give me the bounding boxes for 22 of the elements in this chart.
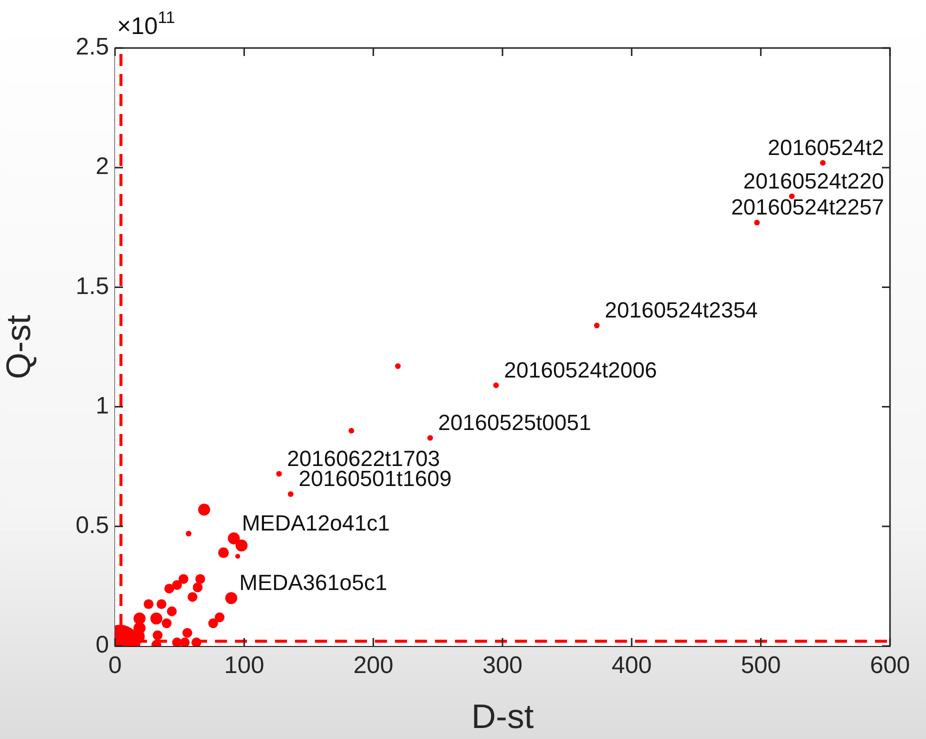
y-tick-label: 2.5 [76, 34, 109, 61]
annotation: 20160524t2 [768, 134, 884, 160]
y-tick-label: 0.5 [76, 512, 109, 540]
y-tick-label: 1.5 [76, 272, 109, 300]
y-axis-title: Q-st [0, 314, 38, 380]
y-tick-label: 2 [96, 153, 109, 180]
x-tick-label: 400 [612, 652, 652, 680]
x-tick-label: 200 [353, 652, 394, 680]
x-tick-label: 300 [482, 652, 523, 680]
x-axis-title: D-st [471, 698, 534, 736]
x-tick-label: 100 [224, 652, 264, 680]
x-tick-label: 500 [740, 652, 781, 680]
annotation: 20160524t220 [743, 168, 884, 194]
annotation: 20160524t2354 [604, 297, 758, 322]
annotation: 20160524t2006 [504, 357, 657, 382]
x-tick-label: 600 [870, 652, 910, 680]
y-tick-label: 1 [96, 392, 109, 420]
annotation: 20160525t0051 [438, 410, 592, 435]
annotation: 20160524t2257 [731, 194, 884, 220]
annotation: MEDA12o41c1 [242, 510, 390, 536]
y-tick-label: 0 [96, 632, 109, 659]
annotation: MEDA361o5c1 [239, 570, 388, 596]
